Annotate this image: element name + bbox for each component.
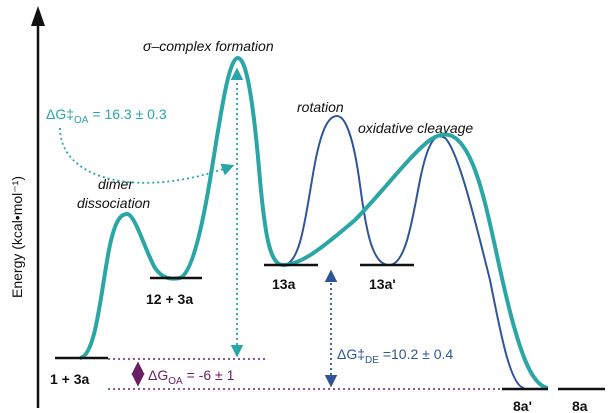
label-13a-prime: 13a' bbox=[369, 276, 396, 292]
dg-oa-barrier-sub: OA bbox=[74, 115, 89, 126]
label-sigma-complex: σ–complex formation bbox=[143, 38, 274, 54]
label-12-3a: 12 + 3a bbox=[146, 291, 193, 307]
label-oxidative-cleavage: oxidative cleavage bbox=[358, 120, 473, 136]
label-dimer: dimer bbox=[98, 176, 134, 192]
dg-oa-label: ΔGOA = -6 ± 1 bbox=[148, 367, 235, 387]
label-8a: 8a bbox=[572, 398, 588, 413]
energy-axis-arrowhead bbox=[31, 6, 45, 26]
dg-oa-barrier-label: ΔG‡OA = 16.3 ± 0.3 bbox=[46, 106, 167, 126]
label-rotation: rotation bbox=[297, 99, 344, 115]
dg-oa-curved-arrow bbox=[59, 127, 235, 184]
label-13a: 13a bbox=[272, 276, 296, 292]
label-8a-prime: 8a' bbox=[513, 398, 532, 413]
dg-oa-symbol: ΔG bbox=[148, 367, 168, 383]
dg-oa-sub: OA bbox=[168, 376, 183, 387]
dg-de-barrier-value: =10.2 ± 0.4 bbox=[379, 346, 453, 362]
dg-oa-barrier-symbol: ΔG‡ bbox=[46, 106, 74, 122]
rotation-pathway-curve bbox=[282, 114, 525, 389]
dg-oa-value: = -6 ± 1 bbox=[183, 367, 235, 383]
label-dissociation: dissociation bbox=[77, 195, 150, 211]
energy-axis-label: Energy (kcal•mol⁻¹) bbox=[9, 176, 25, 298]
main-pathway-curve bbox=[79, 55, 549, 390]
dg-de-barrier-symbol: ΔG‡ bbox=[337, 346, 365, 362]
dg-oa-barrier-value: = 16.3 ± 0.3 bbox=[88, 106, 166, 122]
dg-de-barrier-sub: DE bbox=[365, 355, 379, 366]
dg-de-barrier-label: ΔG‡DE =10.2 ± 0.4 bbox=[337, 346, 453, 366]
label-1-3a: 1 + 3a bbox=[50, 371, 90, 387]
